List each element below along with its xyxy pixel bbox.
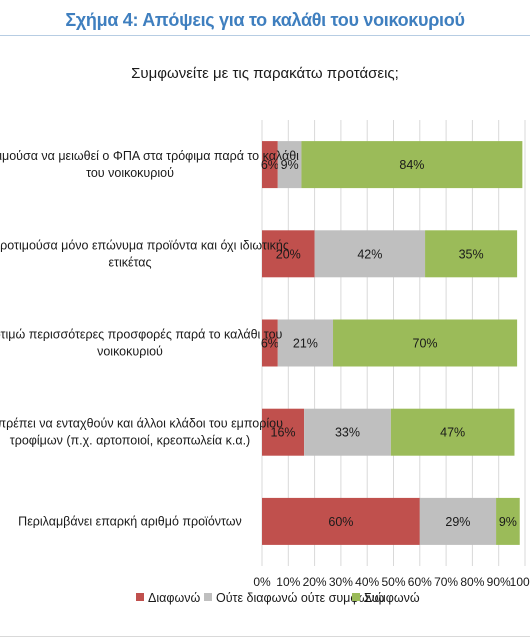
x-tick-label: 40% xyxy=(355,575,379,589)
bar-segment xyxy=(277,319,334,367)
data-label: 70% xyxy=(413,337,438,351)
bars: 6% 9% 84%20% 42% 35%6% 21% 70%16% 33% 47%60% 29% 9… xyxy=(261,141,523,545)
bar-segment xyxy=(262,497,420,545)
x-tick-label: 80% xyxy=(460,575,484,589)
bar-segment xyxy=(390,408,515,456)
bar-segment xyxy=(262,230,315,278)
bar-segment xyxy=(262,141,278,189)
category-label: τροφίμων (π.χ. αρτοποιοί, κρεοπωλεία κ.α… xyxy=(10,434,250,448)
category-label: Θα πρέπει να ενταχθούν και άλλοι κλάδοι … xyxy=(0,417,283,431)
data-label: 29% xyxy=(445,515,470,529)
x-tick-label: 10% xyxy=(276,575,300,589)
bar-segment xyxy=(496,497,520,545)
x-tick-label: 0% xyxy=(253,575,271,589)
legend-label: Ούτε διαφωνώ ούτε συμφωνώ xyxy=(216,591,384,605)
data-label: 35% xyxy=(459,247,484,261)
data-label: 84% xyxy=(399,158,424,172)
category-label: Προτιμώ περισσότερες προσφορές παρά το κ… xyxy=(0,328,283,342)
bar-segment xyxy=(314,230,426,278)
category-label: Θα προτιμούσα μόνο επώνυμα προϊόντα και … xyxy=(0,238,289,252)
x-tick-label: 20% xyxy=(303,575,327,589)
category-label: Περιλαμβάνει επαρκή αριθμό προϊόντων xyxy=(18,514,242,528)
legend-swatch xyxy=(352,593,360,601)
data-label: 33% xyxy=(335,426,360,440)
category-label: του νοικοκυριού xyxy=(86,166,174,180)
data-label: 20% xyxy=(276,247,301,261)
figure-title: Σχήμα 4: Απόψεις για το καλάθι του νοικο… xyxy=(65,10,465,30)
x-tick-label: 70% xyxy=(434,575,458,589)
legend-swatch xyxy=(136,593,144,601)
data-label: 16% xyxy=(271,426,296,440)
data-label: 6% xyxy=(261,158,279,172)
data-label: 42% xyxy=(357,247,382,261)
stacked-bar-chart: Συμφωνείτε με τις παρακάτω προτάσεις; 6%… xyxy=(0,65,530,605)
bar-segment xyxy=(262,408,305,456)
x-tick-label: 90% xyxy=(487,575,511,589)
bar-segment xyxy=(333,319,518,367)
bar-segment xyxy=(277,141,302,189)
category-labels: α προτιμούσα να μειωθεί ο ΦΠΑ στα τρόφιμ… xyxy=(0,149,299,528)
bar-segment xyxy=(262,319,278,367)
legend-label: Διαφωνώ xyxy=(148,591,200,605)
data-label: 47% xyxy=(440,426,465,440)
bar-segment xyxy=(425,230,518,278)
category-label: νοικοκυριού xyxy=(97,345,163,359)
data-label: 21% xyxy=(293,337,318,351)
legend-swatch xyxy=(204,593,212,601)
data-label: 9% xyxy=(499,515,517,529)
chart-title: Συμφωνείτε με τις παρακάτω προτάσεις; xyxy=(131,65,399,82)
x-tick-label: 60% xyxy=(408,575,432,589)
bar-segment xyxy=(304,408,391,456)
bar-segment xyxy=(419,497,497,545)
bar-segment xyxy=(301,141,523,189)
x-tick-label: 30% xyxy=(329,575,353,589)
title-divider xyxy=(0,35,530,36)
x-tick-label: 100% xyxy=(510,575,530,589)
chart-panel: Συμφωνείτε με τις παρακάτω προτάσεις; 6%… xyxy=(0,36,530,637)
category-label: ετικέτας xyxy=(108,255,151,269)
x-axis-ticks: 0% 10%20%30%40%50%60%70%80%90%100% xyxy=(253,575,530,589)
x-tick-label: 50% xyxy=(381,575,405,589)
category-label: α προτιμούσα να μειωθεί ο ΦΠΑ στα τρόφιμ… xyxy=(0,149,299,163)
data-label: 9% xyxy=(281,158,299,172)
legend-label: Συμφωνώ xyxy=(364,591,420,605)
data-label: 6% xyxy=(261,337,279,351)
data-label: 60% xyxy=(328,515,353,529)
